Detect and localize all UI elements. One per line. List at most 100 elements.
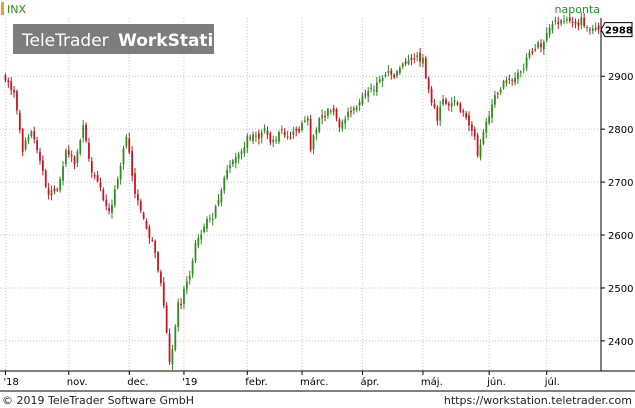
- candle-body: [65, 150, 67, 165]
- brand-logo-text: TeleTrader WorkStation: [21, 31, 237, 51]
- candle-body: [557, 21, 560, 24]
- candle-body: [39, 151, 41, 161]
- candle-body: [211, 218, 214, 221]
- candle-body: [36, 140, 39, 151]
- candle-body: [33, 131, 36, 140]
- candle-body: [128, 138, 131, 153]
- candle-body: [580, 17, 583, 26]
- candle-body: [269, 132, 272, 143]
- candle-body: [180, 303, 182, 305]
- candle-body: [111, 204, 113, 213]
- candle-body: [142, 212, 145, 219]
- candle-body: [157, 252, 159, 271]
- candle-body: [309, 118, 312, 150]
- candle-body: [312, 135, 315, 150]
- candle-body: [496, 93, 499, 95]
- candle-body: [214, 206, 217, 218]
- candle-body: [240, 151, 243, 155]
- candle-body: [470, 124, 473, 131]
- candle-body: [21, 129, 24, 152]
- candle-body: [545, 33, 548, 41]
- candle-body: [563, 20, 565, 22]
- candle-body: [237, 153, 240, 159]
- grid-layer: [0, 18, 601, 371]
- candle-body: [381, 77, 384, 82]
- candle-body: [174, 326, 177, 350]
- candle-body: [430, 88, 433, 103]
- footer-copyright: © 2019 TeleTrader Software GmbH: [2, 394, 194, 407]
- candle-body: [165, 305, 168, 333]
- x-tick-label: nov.: [67, 377, 88, 388]
- candle-body: [85, 124, 87, 141]
- candle-body: [56, 189, 59, 191]
- candle-body: [266, 130, 269, 135]
- x-tick-label: júl.: [544, 376, 560, 388]
- brand-logo: TeleTrader WorkStation: [13, 24, 237, 54]
- candle-body: [537, 42, 539, 48]
- candle-body: [278, 132, 280, 142]
- candle-body: [18, 112, 21, 131]
- candle-body: [47, 188, 50, 195]
- candle-body: [191, 260, 194, 275]
- candle-body: [151, 239, 154, 241]
- candle-body: [134, 173, 136, 194]
- candle-body: [102, 189, 105, 200]
- interval-label[interactable]: naponta: [555, 3, 600, 16]
- candle-body: [4, 75, 7, 81]
- candle-body: [10, 81, 13, 90]
- candle-body: [208, 218, 211, 220]
- brand-light-text: TeleTrader: [21, 31, 109, 51]
- candle-body: [27, 137, 30, 141]
- candle-body: [255, 135, 257, 137]
- candle-body: [347, 111, 349, 117]
- candle-body: [531, 51, 534, 53]
- candle-body: [413, 58, 416, 60]
- candle-body: [226, 170, 229, 179]
- candle-body: [344, 119, 347, 124]
- candle-body: [252, 134, 254, 142]
- x-tick-label: '18: [3, 377, 18, 388]
- candle-body: [586, 27, 588, 29]
- candle-body: [292, 131, 295, 136]
- candle-body: [439, 106, 442, 121]
- candle-body: [416, 55, 419, 57]
- candle-body: [410, 57, 413, 61]
- candle-body: [476, 135, 479, 156]
- footer-url[interactable]: https://workstation.teletrader.com: [444, 394, 632, 407]
- candle-body: [479, 144, 482, 158]
- candle-body: [318, 118, 321, 132]
- candle-body: [534, 48, 537, 51]
- candle-body: [456, 102, 459, 105]
- candle-body: [154, 240, 157, 253]
- candle-body: [183, 288, 185, 305]
- candle-body: [99, 182, 102, 188]
- candle-body: [96, 174, 99, 182]
- candle-body: [370, 87, 372, 89]
- candle-body: [139, 201, 142, 211]
- candle-body: [387, 70, 390, 73]
- candle-body: [422, 57, 424, 64]
- candle-body: [355, 107, 358, 110]
- candle-body: [419, 52, 421, 62]
- candle-body: [442, 98, 444, 105]
- y-tick-label: 2500: [608, 284, 633, 295]
- candle-body: [352, 107, 355, 111]
- candle-body: [341, 121, 344, 129]
- candle-body: [321, 114, 324, 119]
- candle-body: [525, 57, 528, 69]
- candle-body: [188, 275, 191, 280]
- candle-body: [249, 137, 252, 139]
- candle-body: [401, 63, 404, 67]
- candle-body: [82, 125, 85, 138]
- candle-body: [560, 20, 563, 24]
- last-value-marker: 2988: [600, 22, 633, 38]
- candle-body: [59, 179, 62, 191]
- candle-body: [177, 302, 180, 328]
- candle-body: [335, 109, 338, 119]
- candle-body: [223, 177, 226, 191]
- candle-body: [436, 107, 439, 121]
- candle-body: [289, 136, 292, 138]
- candle-body: [200, 234, 203, 240]
- candle-body: [148, 226, 151, 239]
